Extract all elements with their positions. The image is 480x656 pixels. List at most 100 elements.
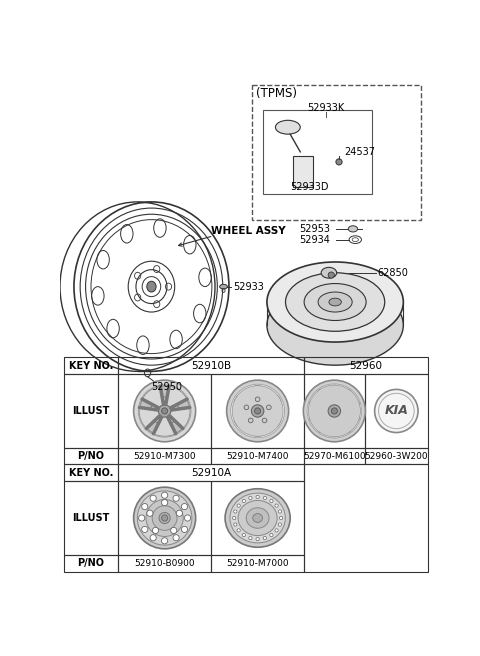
Ellipse shape [248,418,253,422]
Bar [118,482,211,554]
Text: 52910-M7300: 52910-M7300 [133,451,196,461]
Ellipse shape [150,535,156,541]
Bar [64,482,118,554]
Ellipse shape [270,499,273,502]
Text: KEY NO.: KEY NO. [69,468,113,478]
Ellipse shape [133,380,196,441]
Bar [64,554,118,571]
Bar [118,447,211,464]
Ellipse shape [263,537,266,540]
Ellipse shape [225,489,290,547]
Ellipse shape [318,292,352,312]
Bar [211,482,304,554]
Text: 52910-M7400: 52910-M7400 [227,451,289,461]
Ellipse shape [170,527,177,533]
Ellipse shape [184,515,191,521]
Polygon shape [338,416,351,433]
Ellipse shape [139,386,190,436]
Bar [304,375,365,447]
Polygon shape [234,413,252,426]
Ellipse shape [237,504,240,507]
Text: KEY NO.: KEY NO. [69,361,113,371]
Ellipse shape [162,492,168,499]
Ellipse shape [279,516,283,520]
Ellipse shape [263,497,266,500]
Polygon shape [147,416,162,433]
Bar [211,554,304,571]
Bar [118,464,304,482]
Polygon shape [263,396,281,409]
Bar [211,447,304,464]
Ellipse shape [233,516,236,520]
Bar [64,358,118,375]
Ellipse shape [162,538,168,544]
Ellipse shape [253,514,263,522]
Ellipse shape [232,386,283,436]
Ellipse shape [256,537,259,541]
Text: 52934: 52934 [299,235,330,245]
Ellipse shape [147,281,156,292]
Text: 62850: 62850 [378,268,408,277]
Text: 52933K: 52933K [307,103,345,113]
Ellipse shape [152,506,177,530]
Bar [211,375,304,447]
Text: ILLUST: ILLUST [72,406,110,416]
Ellipse shape [138,385,191,437]
Ellipse shape [262,418,267,422]
Ellipse shape [256,495,259,499]
Ellipse shape [147,510,153,516]
Polygon shape [168,416,182,433]
Text: P/NO: P/NO [77,451,105,461]
Ellipse shape [246,508,269,528]
Ellipse shape [303,380,365,441]
Ellipse shape [379,394,414,428]
Ellipse shape [220,284,228,289]
Ellipse shape [231,384,285,438]
Ellipse shape [173,405,178,409]
Text: KIA: KIA [384,405,408,417]
Ellipse shape [329,298,341,306]
Text: 52910B: 52910B [191,361,231,371]
Bar [304,447,365,464]
Ellipse shape [181,526,188,533]
Ellipse shape [142,504,148,510]
Ellipse shape [328,272,335,278]
Ellipse shape [173,535,179,541]
Ellipse shape [278,523,282,526]
Ellipse shape [255,397,260,401]
Ellipse shape [142,526,148,533]
Bar [292,155,312,186]
Ellipse shape [267,285,403,365]
Bar [365,375,428,447]
Text: 52933: 52933 [233,281,264,292]
Ellipse shape [308,385,360,437]
Ellipse shape [169,418,174,422]
Ellipse shape [146,499,183,537]
Text: 52910-M7000: 52910-M7000 [226,558,289,567]
Ellipse shape [139,515,145,521]
Ellipse shape [162,397,167,401]
Text: 52960: 52960 [349,361,383,371]
Polygon shape [254,386,261,404]
Bar [118,375,211,447]
Ellipse shape [151,405,156,409]
Polygon shape [263,413,281,426]
Text: 52953: 52953 [299,224,330,234]
Text: 52933D: 52933D [290,182,329,192]
Bar [304,464,428,571]
Bar [64,375,118,447]
Polygon shape [309,413,328,420]
Polygon shape [254,418,261,436]
Text: 24537: 24537 [345,147,375,157]
Polygon shape [234,396,252,409]
Bar [304,358,428,375]
Bar [365,447,428,464]
Polygon shape [318,416,331,433]
Polygon shape [318,389,331,406]
Text: (TPMS): (TPMS) [256,87,297,100]
Polygon shape [338,389,351,406]
Ellipse shape [270,533,273,537]
Ellipse shape [181,504,188,510]
Polygon shape [309,401,328,409]
Ellipse shape [173,495,179,501]
